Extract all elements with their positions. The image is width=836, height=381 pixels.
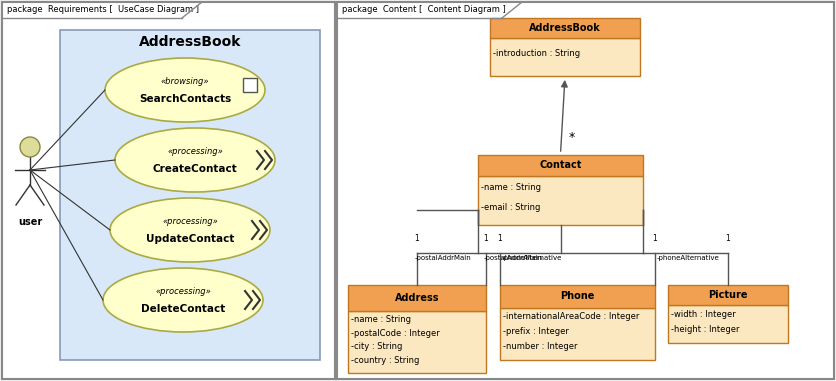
Bar: [60, 30, 320, 360]
Text: 1: 1: [415, 234, 420, 243]
Text: DeleteContact: DeleteContact: [141, 304, 225, 314]
Bar: [478, 155, 643, 176]
Bar: [500, 285, 655, 307]
Ellipse shape: [103, 268, 263, 332]
Text: -internationalAreaCode : Integer: -internationalAreaCode : Integer: [503, 312, 640, 321]
Text: 1: 1: [497, 234, 502, 243]
Text: «processing»: «processing»: [167, 147, 223, 155]
Text: -city : String: -city : String: [351, 343, 402, 352]
Text: -phoneAlternative: -phoneAlternative: [657, 255, 720, 261]
Bar: [478, 176, 643, 225]
Text: CreateContact: CreateContact: [153, 164, 237, 174]
Bar: [337, 2, 834, 379]
Bar: [668, 305, 788, 343]
Text: -name : String: -name : String: [351, 315, 411, 324]
Text: Picture: Picture: [708, 290, 747, 300]
Text: «browsing»: «browsing»: [161, 77, 209, 85]
Text: *: *: [568, 131, 575, 144]
Bar: [490, 38, 640, 76]
Ellipse shape: [115, 128, 275, 192]
Circle shape: [20, 137, 40, 157]
Ellipse shape: [110, 198, 270, 262]
Bar: [243, 78, 257, 92]
Text: user: user: [18, 217, 42, 227]
Text: «processing»: «processing»: [155, 287, 211, 296]
Text: -phoneMain: -phoneMain: [502, 255, 543, 261]
Text: package  Content [  Content Diagram ]: package Content [ Content Diagram ]: [342, 5, 506, 14]
Text: -name : String: -name : String: [481, 183, 541, 192]
Text: UpdateContact: UpdateContact: [145, 234, 234, 244]
Text: AddressBook: AddressBook: [529, 23, 601, 33]
Text: -postalAddrAlternative: -postalAddrAlternative: [484, 255, 563, 261]
Bar: [348, 285, 486, 311]
Text: -country : String: -country : String: [351, 356, 420, 365]
Ellipse shape: [105, 58, 265, 122]
Text: package  Requirements [  UseCase Diagram ]: package Requirements [ UseCase Diagram ]: [7, 5, 199, 14]
Text: -postalAddrMain: -postalAddrMain: [415, 255, 472, 261]
Text: -height : Integer: -height : Integer: [671, 325, 740, 334]
Text: 1: 1: [726, 234, 731, 243]
Bar: [348, 311, 486, 373]
Text: SearchContacts: SearchContacts: [139, 94, 231, 104]
Bar: [668, 285, 788, 305]
Text: -number : Integer: -number : Integer: [503, 342, 578, 351]
Text: Address: Address: [395, 293, 439, 303]
Text: 1: 1: [483, 234, 488, 243]
Text: -email : String: -email : String: [481, 203, 540, 212]
Text: -width : Integer: -width : Integer: [671, 310, 736, 319]
Text: -postalCode : Integer: -postalCode : Integer: [351, 329, 440, 338]
Text: -introduction : String: -introduction : String: [493, 49, 580, 58]
Text: AddressBook: AddressBook: [139, 35, 242, 49]
Bar: [2, 2, 335, 379]
Text: Phone: Phone: [560, 291, 594, 301]
Bar: [490, 18, 640, 38]
Text: 1: 1: [653, 234, 657, 243]
Bar: [500, 307, 655, 360]
Text: -prefix : Integer: -prefix : Integer: [503, 327, 568, 336]
Text: «processing»: «processing»: [162, 216, 218, 226]
Text: Contact: Contact: [539, 160, 582, 171]
